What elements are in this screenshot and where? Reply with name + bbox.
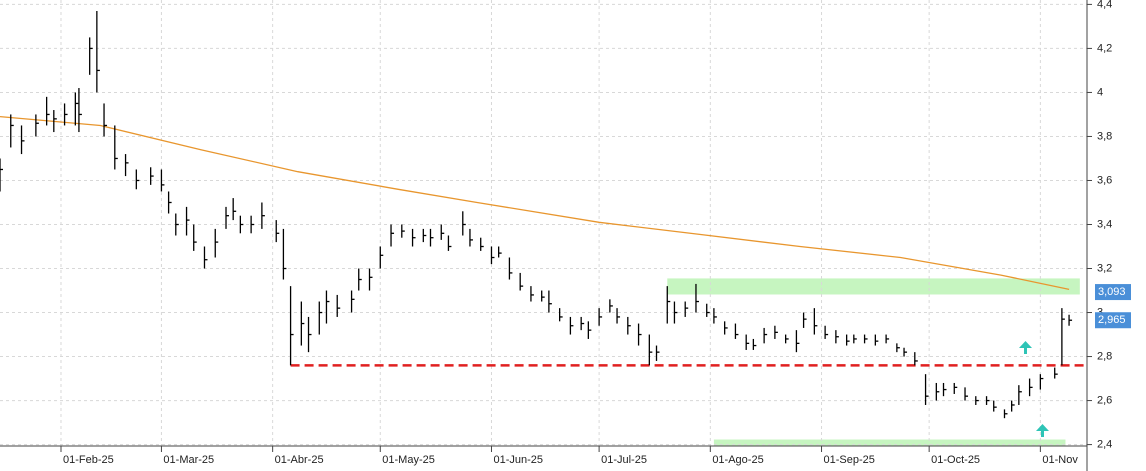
price-label: 2,965 xyxy=(1098,314,1126,326)
y-tick-label: 4,4 xyxy=(1097,0,1112,10)
arrow-up xyxy=(1036,424,1049,437)
y-tick-label: 3,2 xyxy=(1097,262,1112,274)
zone xyxy=(713,439,1066,446)
y-tick-label: 2,4 xyxy=(1097,438,1112,450)
y-tick-label: 4 xyxy=(1097,86,1103,98)
x-tick-label: 01-Mar-25 xyxy=(163,454,214,466)
x-tick-label: 01-Jun-25 xyxy=(493,454,543,466)
y-tick-label: 2,8 xyxy=(1097,350,1112,362)
x-tick-label: 01-Oct-25 xyxy=(931,454,980,466)
y-tick-label: 4,2 xyxy=(1097,42,1112,54)
zone xyxy=(667,278,1080,295)
price-label-box xyxy=(1095,284,1131,301)
x-tick-label: 01-Ago-25 xyxy=(712,454,763,466)
y-tick-label: 3,6 xyxy=(1097,174,1112,186)
price-label: 3,093 xyxy=(1098,286,1126,298)
price-label-box xyxy=(1095,312,1131,329)
x-tick-label: 01-May-25 xyxy=(382,454,435,466)
x-tick-label: 01-Nov xyxy=(1042,454,1078,466)
y-tick-label: 2,6 xyxy=(1097,394,1112,406)
moving-average xyxy=(0,115,1070,291)
y-tick-label: 3,8 xyxy=(1097,130,1112,142)
x-tick-label: 01-Jul-25 xyxy=(601,454,647,466)
x-tick-label: 01-Feb-25 xyxy=(63,454,114,466)
x-tick-label: 01-Abr-25 xyxy=(275,454,324,466)
y-tick-label: 3,4 xyxy=(1097,218,1112,230)
arrow-up xyxy=(1019,341,1032,354)
x-tick-label: 01-Sep-25 xyxy=(824,454,875,466)
